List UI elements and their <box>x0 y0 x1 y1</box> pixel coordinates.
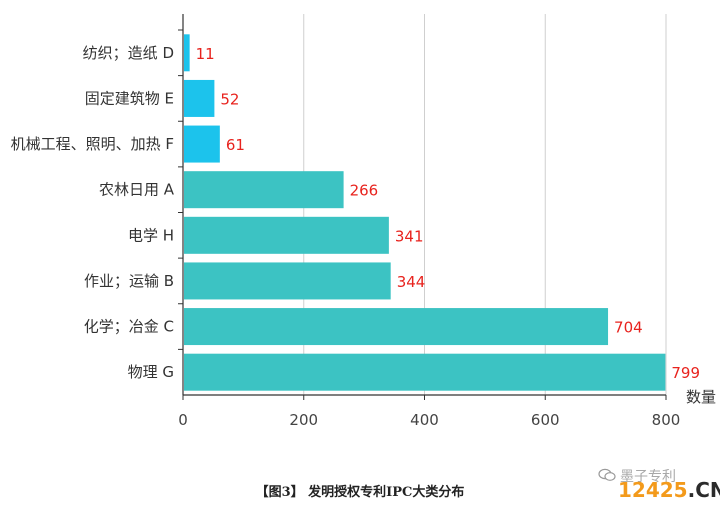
watermark-site-number: 12425 <box>618 478 688 502</box>
bar <box>184 79 215 117</box>
watermark-site: 12425.CN <box>618 478 720 502</box>
axes <box>178 14 667 400</box>
labels: 纺织；造纸 D 11 固定建筑物 E 52 机械工程、照明、加热 F 61 农林日用 A 26… <box>11 44 700 429</box>
category-label: 纺织；造纸 D <box>83 44 174 62</box>
category-label: 化学；冶金 C <box>84 318 174 336</box>
bar <box>184 308 609 346</box>
bar-chart: 纺织；造纸 D 11 固定建筑物 E 52 机械工程、照明、加热 F 61 农林日用 A 26… <box>11 14 716 429</box>
x-axis-unit-label: 数量 <box>686 388 716 406</box>
category-label: 电学 H <box>128 226 174 244</box>
figure-caption: 【图3】 发明授权专利IPC大类分布 <box>255 485 465 500</box>
x-tick-label: 600 <box>531 411 560 429</box>
data-label: 341 <box>395 227 424 245</box>
x-tick-label: 200 <box>289 411 318 429</box>
watermark: 墨子专利 12425.CN <box>598 466 720 509</box>
category-label: 固定建筑物 E <box>85 89 174 107</box>
x-tick-label: 400 <box>410 411 439 429</box>
bar <box>184 216 389 254</box>
bar <box>184 34 190 72</box>
category-label: 作业；运输 B <box>84 272 174 290</box>
data-label: 344 <box>397 273 426 291</box>
x-tick-label: 0 <box>178 411 188 429</box>
bar <box>184 171 344 209</box>
bar <box>184 353 666 391</box>
x-tick-label: 800 <box>652 411 681 429</box>
data-label: 266 <box>350 182 379 200</box>
bars <box>184 34 666 391</box>
category-label: 物理 G <box>128 363 174 381</box>
bar <box>184 262 391 300</box>
data-label: 11 <box>196 45 215 63</box>
category-label: 机械工程、照明、加热 F <box>11 135 174 153</box>
watermark-account: 墨子专利 <box>620 469 676 485</box>
category-label: 农林日用 A <box>99 181 175 199</box>
data-label: 704 <box>614 319 643 337</box>
bar <box>184 125 220 163</box>
watermark-site-suffix: .CN <box>687 478 720 502</box>
data-label: 799 <box>671 364 700 382</box>
wechat-icon <box>598 468 616 481</box>
data-label: 61 <box>226 136 245 154</box>
data-label: 52 <box>220 90 239 108</box>
